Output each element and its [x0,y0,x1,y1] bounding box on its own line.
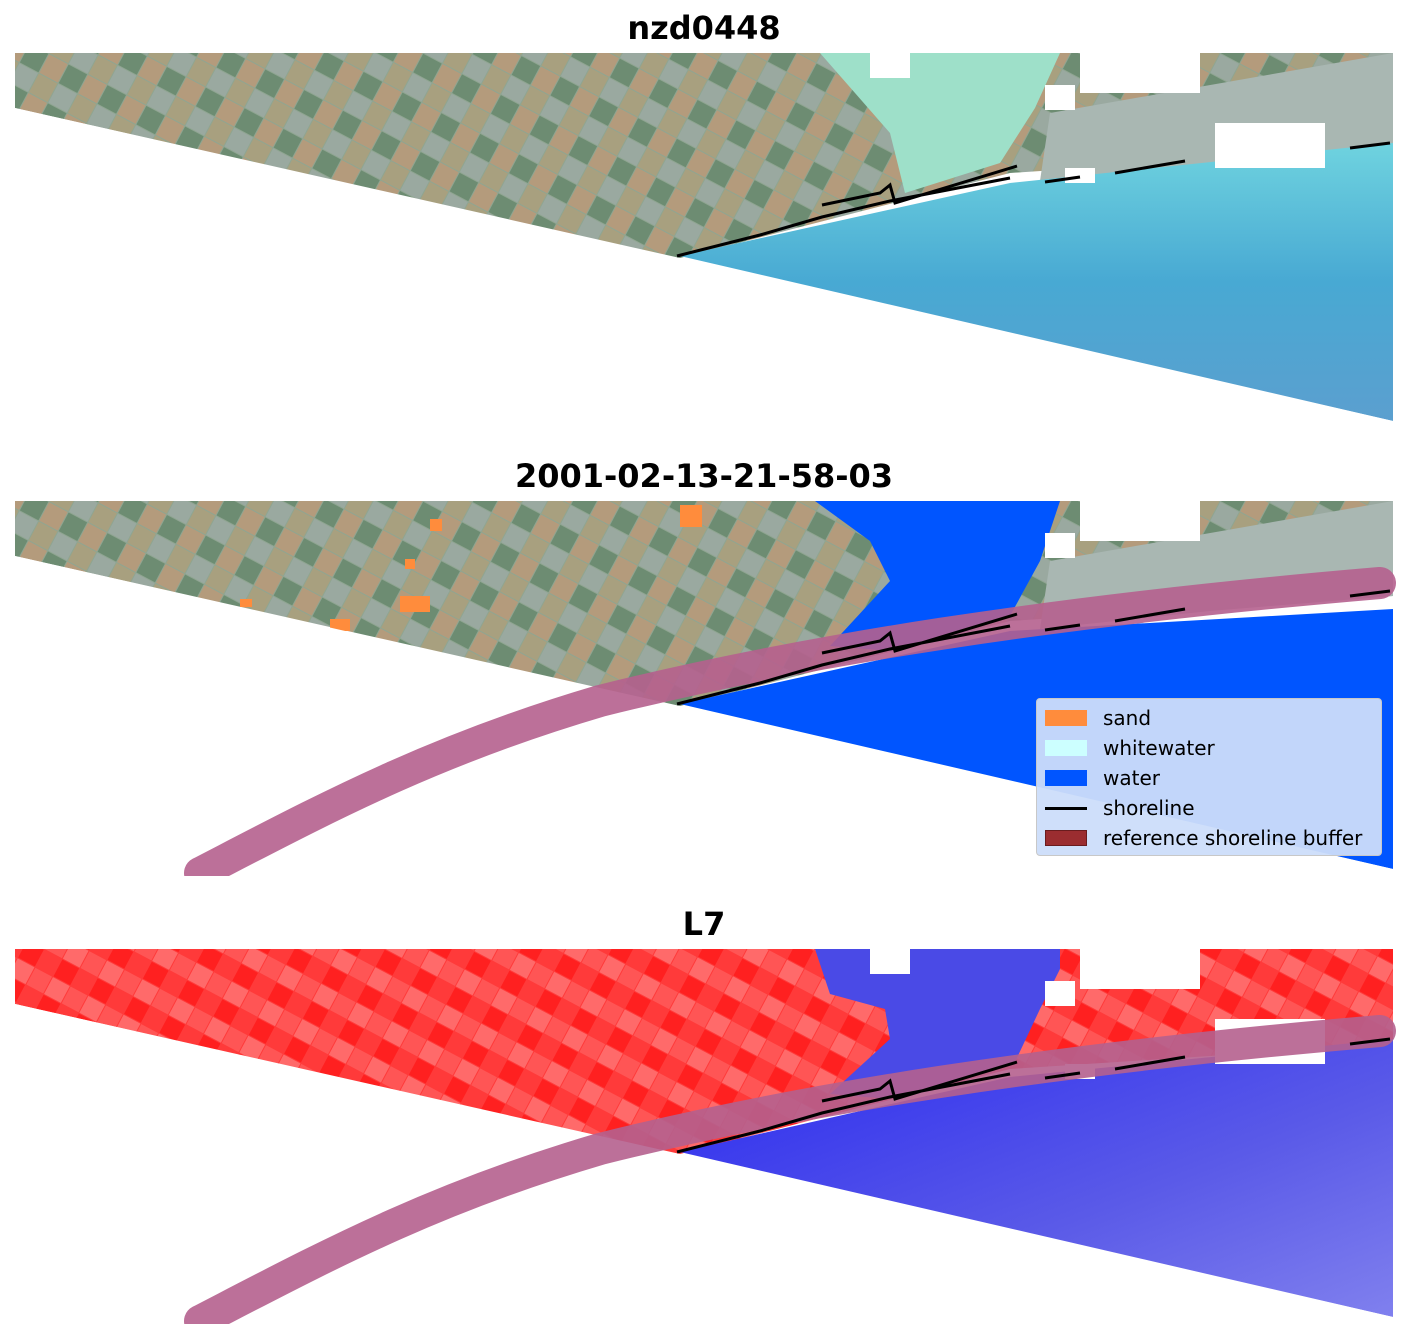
legend-label: sand [1103,706,1152,730]
legend-swatch-buffer [1045,830,1087,846]
panel-title-index: L7 [682,905,726,943]
legend-label: reference shoreline buffer [1103,826,1363,850]
panel-title-classification: 2001-02-13-21-58-03 [514,457,894,495]
legend-item-water: water [1045,763,1373,793]
sand-class [240,505,702,631]
legend-item-sand: sand [1045,703,1373,733]
legend-swatch-shoreline [1045,806,1087,810]
rgb-image-panel [15,53,1393,423]
shoreline-line [676,141,1391,258]
legend-label: whitewater [1103,736,1215,760]
legend-swatch-whitewater [1045,740,1087,756]
legend-label: shoreline [1103,796,1195,820]
lagoon-area [820,53,1060,193]
shoreline-line [676,589,1391,706]
legend-item-shoreline: shoreline [1045,793,1373,823]
reference-shoreline-buffer [184,1015,1396,1324]
index-panel [15,949,1396,1324]
legend-item-whitewater: whitewater [1045,733,1373,763]
sea-area [680,143,1393,421]
legend-item-buffer: reference shoreline buffer [1045,823,1373,853]
cloud-mask [870,53,1325,183]
no-data-area [15,108,1393,423]
shoreline-line [676,1037,1391,1154]
panel-title-rgb: nzd0448 [627,9,781,47]
reference-shoreline-buffer [184,567,1396,876]
cloud-mask [1045,501,1200,558]
legend-swatch-water [1045,770,1087,786]
legend-label: water [1103,766,1160,790]
water-index-sea [680,1039,1393,1317]
legend: sand whitewater water shoreline referenc… [1036,698,1382,856]
legend-swatch-sand [1045,710,1087,726]
